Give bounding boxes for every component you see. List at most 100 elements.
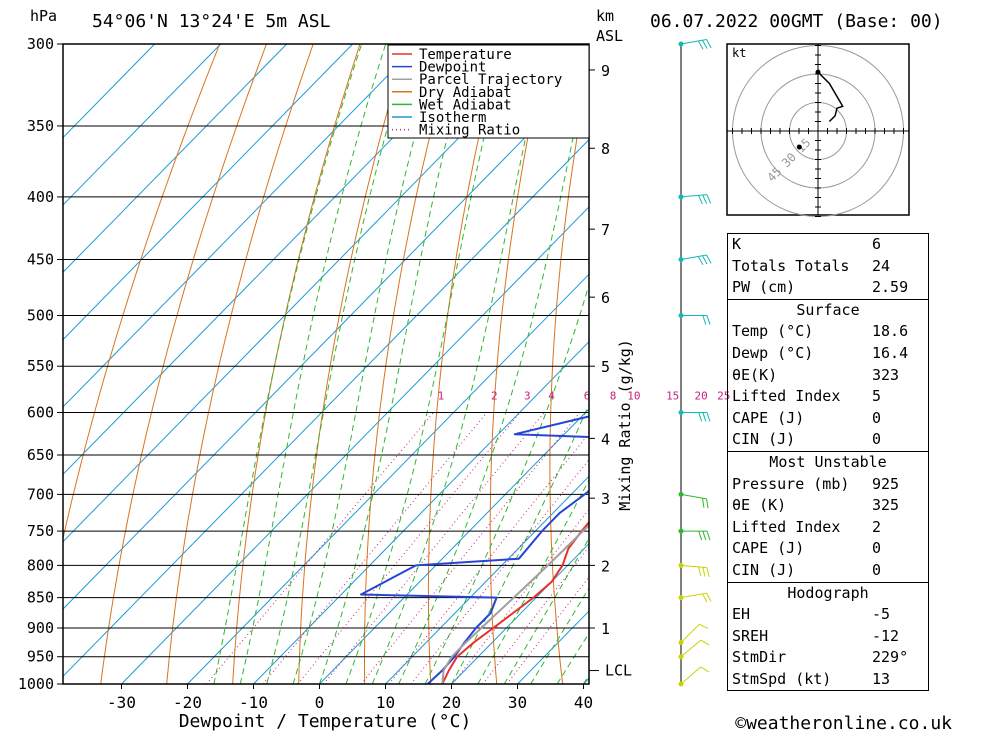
- pressure-tick-label: 950: [27, 648, 54, 666]
- index-row: CAPE (J)0: [728, 538, 928, 560]
- mixing-ratio-line: [298, 413, 520, 685]
- wind-profile: [679, 39, 712, 686]
- km-tick-label: 3: [601, 490, 610, 508]
- km-tick-label: 2: [601, 557, 610, 575]
- location-title: 54°06'N 13°24'E 5m ASL: [92, 11, 331, 32]
- x-tick-label: 10: [376, 693, 395, 712]
- index-label: StmDir: [732, 647, 872, 669]
- index-value: 6: [872, 234, 924, 256]
- index-value: 325: [872, 495, 924, 517]
- isotherm-line: [122, 44, 749, 684]
- wind-barb-feather: [703, 256, 708, 264]
- km-tick-label: 5: [601, 358, 610, 376]
- wind-barb-feather: [703, 567, 705, 576]
- pressure-tick-label: 400: [27, 188, 54, 206]
- mixing-ratio-label: 3: [524, 390, 531, 403]
- wind-barb-feather: [703, 195, 707, 204]
- pressure-tick-label: 650: [27, 446, 54, 464]
- km-tick-label: 6: [601, 289, 610, 307]
- km-tick-label: 9: [601, 62, 610, 80]
- wind-barb-feather: [707, 39, 712, 47]
- plot-frame: [63, 44, 589, 684]
- dry-adiabat-line: [428, 44, 500, 684]
- pressure-tick-label: 900: [27, 619, 54, 637]
- index-value: 13: [872, 669, 924, 691]
- pressure-tick-label: 750: [27, 522, 54, 540]
- km-asl-label: ASL: [596, 27, 623, 45]
- wind-barb-feather: [707, 568, 709, 577]
- index-label: CAPE (J): [732, 408, 872, 430]
- index-row: CIN (J)0: [728, 560, 928, 582]
- index-value: 5: [872, 386, 924, 408]
- wind-barb-feather: [703, 498, 704, 507]
- index-row: StmSpd (kt)13: [728, 669, 928, 691]
- index-value: 0: [872, 538, 924, 560]
- dry-adiabat-line: [921, 44, 1000, 684]
- index-label: CIN (J): [732, 560, 872, 582]
- index-row: Pressure (mb)925: [728, 474, 928, 496]
- indices-most-unstable: Most Unstable Pressure (mb)925 θE (K)325…: [728, 452, 928, 583]
- index-row: CAPE (J)0: [728, 408, 928, 430]
- x-tick-label: 20: [442, 693, 461, 712]
- x-tick-label: 40: [574, 693, 593, 712]
- index-label: CAPE (J): [732, 538, 872, 560]
- datetime-title: 06.07.2022 00GMT (Base: 00): [650, 11, 943, 32]
- wind-barb-feather: [699, 195, 703, 204]
- wind-barb-feather: [703, 40, 708, 48]
- lcl-label: LCL: [605, 662, 632, 680]
- index-value: 2.59: [872, 277, 924, 299]
- pressure-tick-label: 300: [27, 35, 54, 53]
- index-value: -5: [872, 604, 924, 626]
- index-label: StmSpd (kt): [732, 669, 872, 691]
- wind-barb: [681, 640, 701, 657]
- dry-adiabat-line: [233, 44, 360, 684]
- index-row: θE (K)325: [728, 495, 928, 517]
- section-heading: Surface: [728, 300, 928, 322]
- x-tick-label: -30: [107, 693, 136, 712]
- index-row: θE(K)323: [728, 365, 928, 387]
- wind-barb: [681, 624, 699, 642]
- index-label: Lifted Index: [732, 517, 872, 539]
- mixing-ratio-line: [507, 413, 717, 685]
- index-value: 0: [872, 560, 924, 582]
- wind-barb-feather: [699, 624, 707, 628]
- hodograph-unit-label: kt: [732, 46, 746, 60]
- x-axis-label: Dewpoint / Temperature (°C): [179, 711, 472, 732]
- wind-barb-feather: [703, 594, 708, 602]
- dry-adiabat-line: [550, 44, 594, 684]
- isobar-lines: [63, 44, 589, 684]
- mixing-ratio-label: 20: [695, 390, 708, 403]
- index-value: 0: [872, 408, 924, 430]
- credit-text[interactable]: ©weatheronline.co.uk: [735, 713, 952, 733]
- mixing-ratio-line: [361, 413, 580, 685]
- wet-adiabat-line: [452, 44, 709, 684]
- isotherm-line: [0, 44, 485, 684]
- pressure-tick-label: 500: [27, 307, 54, 325]
- mixing-ratio-line: [206, 413, 433, 685]
- wind-barb-feather: [707, 593, 712, 601]
- x-tick-label: 30: [508, 693, 527, 712]
- pressure-tick-label: 600: [27, 403, 54, 421]
- wind-barb-feather: [707, 255, 712, 263]
- wind-barb: [681, 667, 701, 684]
- wet-adiabat-line: [346, 44, 506, 684]
- wind-barb-feather: [707, 531, 710, 540]
- mixing-ratio-line: [389, 413, 606, 685]
- wind-barb-feather: [703, 531, 706, 540]
- pressure-tick-label: 450: [27, 251, 54, 269]
- wind-barb-feather: [707, 195, 711, 204]
- wind-barb-feather: [701, 640, 709, 645]
- storm-motion-marker: [797, 145, 802, 150]
- hodograph-top-point: [816, 70, 821, 75]
- km-tick-label: 4: [601, 430, 610, 448]
- index-row: EH-5: [728, 604, 928, 626]
- index-value: 2: [872, 517, 924, 539]
